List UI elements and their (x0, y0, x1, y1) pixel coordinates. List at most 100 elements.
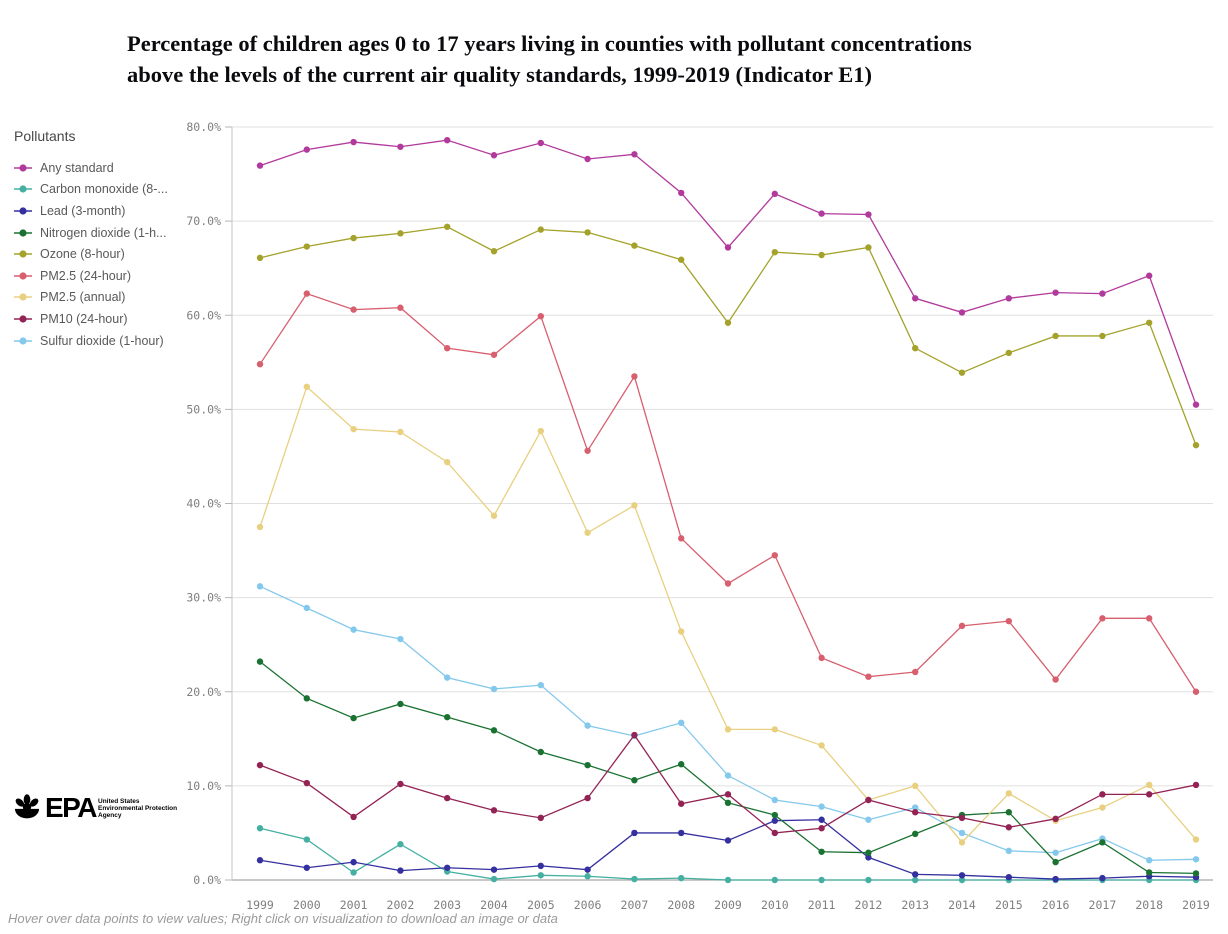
data-point[interactable] (490, 685, 498, 693)
data-point[interactable] (1192, 836, 1200, 843)
data-point[interactable] (818, 803, 825, 810)
data-point[interactable] (1052, 676, 1059, 683)
data-point[interactable] (678, 719, 685, 727)
data-point[interactable] (397, 867, 404, 874)
data-point[interactable] (490, 807, 498, 814)
data-point[interactable] (818, 210, 825, 217)
data-point[interactable] (1005, 790, 1012, 797)
data-point[interactable] (444, 223, 451, 230)
data-point[interactable] (724, 726, 732, 733)
data-point[interactable] (912, 782, 919, 790)
data-point[interactable] (865, 796, 872, 804)
data-point[interactable] (537, 427, 544, 435)
data-point[interactable] (678, 256, 685, 263)
data-point[interactable] (1052, 332, 1059, 340)
data-point[interactable] (678, 829, 685, 837)
data-point[interactable] (444, 674, 451, 681)
data-point[interactable] (303, 779, 310, 787)
data-point[interactable] (256, 254, 264, 262)
data-point[interactable] (631, 373, 638, 380)
data-point[interactable] (1192, 870, 1200, 877)
data-point[interactable] (1146, 319, 1153, 326)
data-point[interactable] (631, 875, 638, 883)
legend-item-carbon-monoxide-8[interactable]: Carbon monoxide (8-... (14, 179, 214, 201)
data-point[interactable] (1005, 847, 1012, 855)
data-point[interactable] (818, 251, 825, 259)
data-point[interactable] (724, 799, 732, 807)
data-point[interactable] (818, 825, 825, 832)
data-point[interactable] (958, 872, 966, 879)
data-point[interactable] (303, 243, 310, 250)
data-point[interactable] (350, 138, 357, 146)
data-point[interactable] (584, 761, 591, 769)
data-point[interactable] (771, 190, 778, 198)
data-point[interactable] (678, 761, 685, 768)
data-point[interactable] (1005, 824, 1012, 831)
data-point[interactable] (303, 146, 310, 153)
data-point[interactable] (584, 866, 591, 873)
data-point[interactable] (397, 230, 404, 237)
data-point[interactable] (490, 512, 498, 519)
data-point[interactable] (303, 695, 310, 702)
legend-item-pm10-24-hour[interactable]: PM10 (24-hour) (14, 308, 214, 330)
data-point[interactable] (1052, 815, 1059, 823)
data-point[interactable] (1052, 858, 1059, 866)
data-point[interactable] (490, 351, 498, 358)
data-point[interactable] (1052, 289, 1059, 296)
data-point[interactable] (444, 344, 451, 352)
data-point[interactable] (1099, 290, 1106, 297)
data-point[interactable] (912, 295, 919, 302)
data-point[interactable] (584, 229, 591, 236)
data-point[interactable] (678, 189, 685, 197)
data-point[interactable] (537, 862, 544, 870)
data-point[interactable] (584, 873, 591, 880)
data-point[interactable] (256, 761, 264, 769)
data-point[interactable] (1005, 295, 1012, 302)
data-point[interactable] (771, 248, 778, 256)
legend-item-any-standard[interactable]: Any standard (14, 157, 214, 179)
data-point[interactable] (444, 794, 451, 802)
data-point[interactable] (256, 583, 264, 590)
data-point[interactable] (958, 309, 966, 316)
data-point[interactable] (724, 876, 732, 884)
data-point[interactable] (818, 816, 825, 823)
data-point[interactable] (397, 428, 404, 436)
data-point[interactable] (912, 804, 919, 811)
data-point[interactable] (537, 139, 544, 147)
data-point[interactable] (912, 871, 919, 878)
data-point[interactable] (724, 580, 732, 587)
data-point[interactable] (865, 673, 872, 680)
data-point[interactable] (490, 248, 498, 255)
data-point[interactable] (1005, 809, 1012, 816)
data-point[interactable] (584, 155, 591, 163)
data-point[interactable] (537, 814, 544, 822)
data-point[interactable] (865, 854, 872, 861)
data-point[interactable] (256, 857, 264, 864)
data-point[interactable] (1146, 615, 1153, 622)
data-point[interactable] (303, 864, 310, 871)
data-point[interactable] (303, 290, 310, 297)
data-point[interactable] (1052, 849, 1059, 856)
data-point[interactable] (958, 622, 966, 630)
data-point[interactable] (771, 829, 778, 837)
data-point[interactable] (397, 780, 404, 788)
data-point[interactable] (490, 875, 498, 883)
data-point[interactable] (678, 535, 685, 542)
data-point[interactable] (537, 312, 544, 320)
data-point[interactable] (350, 626, 357, 633)
data-point[interactable] (912, 668, 919, 676)
data-point[interactable] (912, 344, 919, 352)
data-point[interactable] (537, 748, 544, 756)
data-point[interactable] (771, 876, 778, 884)
legend-item-pm2-5-24-hour[interactable]: PM2.5 (24-hour) (14, 265, 214, 287)
data-point[interactable] (771, 552, 778, 559)
data-point[interactable] (1192, 441, 1200, 449)
data-point[interactable] (1052, 875, 1059, 883)
data-point[interactable] (631, 777, 638, 784)
data-point[interactable] (771, 796, 778, 804)
data-point[interactable] (350, 425, 357, 433)
data-point[interactable] (631, 731, 638, 739)
data-point[interactable] (537, 226, 544, 233)
data-point[interactable] (1192, 688, 1200, 695)
legend-item-ozone-8-hour[interactable]: Ozone (8-hour) (14, 243, 214, 265)
